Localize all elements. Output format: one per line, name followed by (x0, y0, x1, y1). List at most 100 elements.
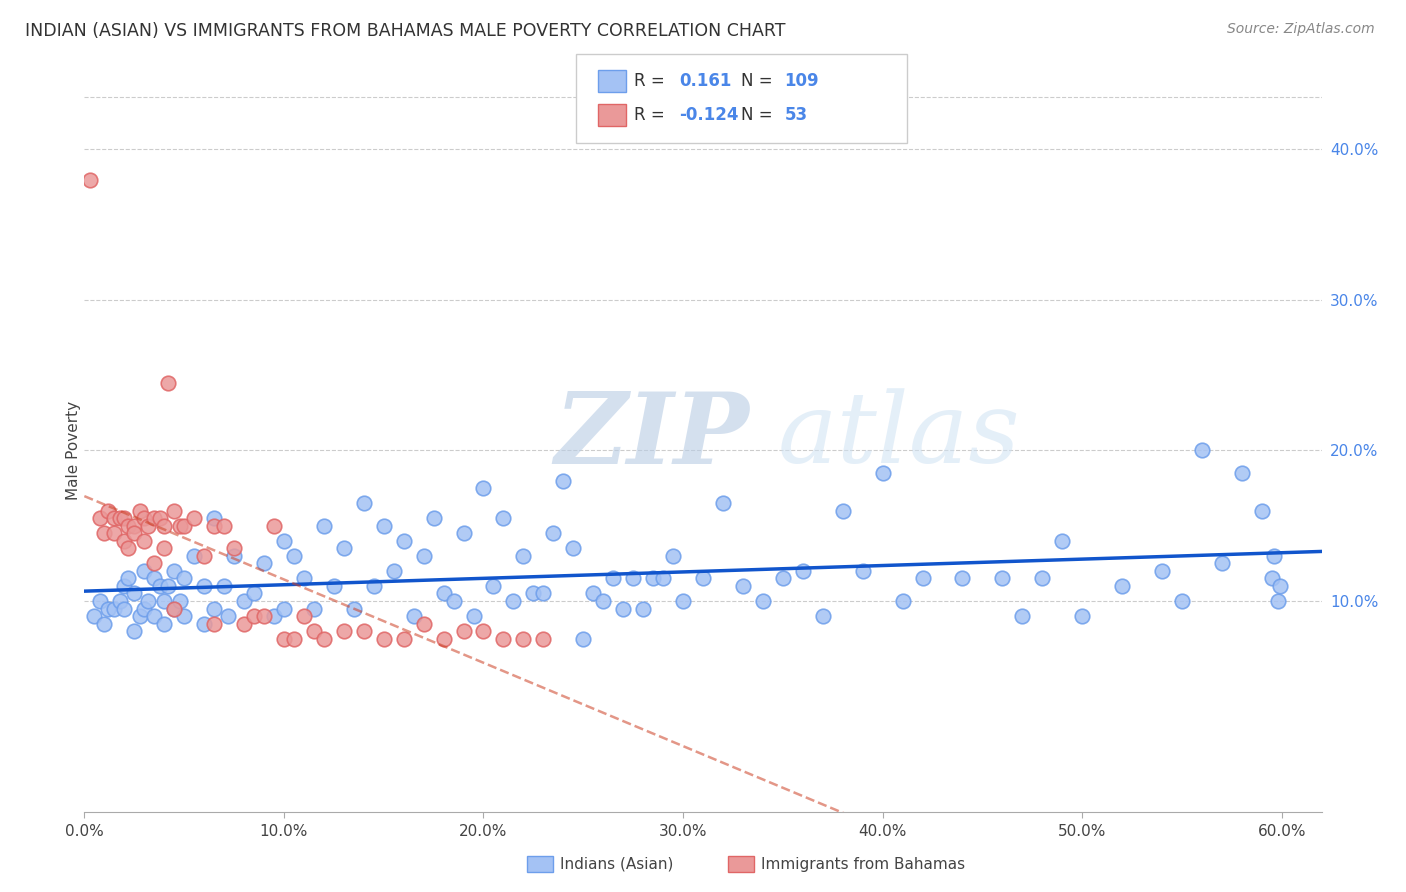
Point (343, 601, 366, 615)
Point (1191, 443, 1213, 458)
Point (652, 571, 675, 585)
Point (872, 466, 894, 480)
Point (153, 541, 176, 556)
Point (1230, 466, 1253, 480)
Point (122, 526, 145, 541)
Point (143, 511, 166, 525)
Point (163, 503, 186, 517)
Point (129, 503, 152, 517)
Point (1050, 533, 1073, 548)
Point (382, 564, 405, 578)
Point (183, 511, 205, 525)
Point (602, 571, 624, 585)
Point (432, 586, 454, 600)
Text: atlas: atlas (778, 388, 1019, 483)
Point (157, 376, 180, 390)
Point (202, 518, 225, 533)
Point (572, 632, 595, 646)
Point (283, 632, 305, 646)
Point (112, 533, 135, 548)
Point (1250, 503, 1272, 517)
Point (322, 579, 344, 593)
Point (110, 511, 132, 525)
Point (443, 594, 465, 608)
Point (112, 511, 135, 525)
Point (163, 601, 186, 615)
Point (183, 549, 205, 563)
Point (193, 549, 215, 563)
Point (333, 624, 356, 639)
Point (631, 601, 654, 615)
Point (122, 624, 145, 639)
Point (117, 541, 139, 556)
Point (134, 601, 156, 615)
Point (612, 601, 634, 615)
Point (129, 609, 152, 624)
Point (112, 601, 135, 615)
Point (512, 632, 534, 646)
Point (143, 609, 166, 624)
Point (543, 526, 565, 541)
Point (117, 518, 139, 533)
Point (163, 601, 186, 615)
Text: -0.124: -0.124 (679, 106, 738, 124)
Point (134, 564, 156, 578)
Point (1111, 579, 1133, 593)
Point (173, 518, 195, 533)
Point (831, 503, 853, 517)
Point (373, 518, 395, 533)
Point (112, 579, 135, 593)
Point (582, 586, 605, 600)
Point (353, 624, 375, 639)
Point (752, 594, 775, 608)
Point (103, 511, 125, 525)
Point (110, 594, 132, 608)
Point (253, 557, 276, 571)
Point (292, 571, 315, 585)
Point (263, 518, 285, 533)
Point (363, 579, 385, 593)
Point (97, 601, 120, 615)
Text: N =: N = (741, 106, 772, 124)
Point (193, 616, 215, 631)
Point (692, 571, 714, 585)
Point (122, 586, 145, 600)
Point (1011, 609, 1033, 624)
Point (472, 624, 495, 639)
Point (502, 594, 524, 608)
Point (134, 533, 156, 548)
Point (243, 586, 266, 600)
Point (283, 549, 305, 563)
Point (202, 511, 225, 525)
Point (312, 632, 335, 646)
Point (157, 579, 180, 593)
Point (233, 594, 256, 608)
Point (153, 616, 176, 631)
Point (212, 518, 235, 533)
Point (103, 601, 125, 615)
Text: Source: ZipAtlas.com: Source: ZipAtlas.com (1227, 22, 1375, 37)
Point (153, 518, 176, 533)
Point (273, 632, 295, 646)
Point (662, 549, 685, 563)
Point (621, 571, 644, 585)
Text: INDIAN (ASIAN) VS IMMIGRANTS FROM BAHAMAS MALE POVERTY CORRELATION CHART: INDIAN (ASIAN) VS IMMIGRANTS FROM BAHAMA… (25, 22, 786, 40)
Point (153, 594, 176, 608)
Point (169, 594, 191, 608)
Point (253, 609, 276, 624)
Point (1267, 594, 1289, 608)
Point (79, 172, 101, 186)
Point (292, 609, 315, 624)
Point (1150, 564, 1173, 578)
Point (143, 557, 166, 571)
Point (134, 511, 156, 525)
Point (492, 511, 515, 525)
Point (302, 624, 325, 639)
Point (711, 496, 734, 510)
Point (1268, 579, 1291, 593)
Point (412, 616, 434, 631)
Text: Indians (Asian): Indians (Asian) (560, 857, 673, 871)
Point (792, 564, 814, 578)
Point (193, 579, 215, 593)
Point (212, 579, 235, 593)
